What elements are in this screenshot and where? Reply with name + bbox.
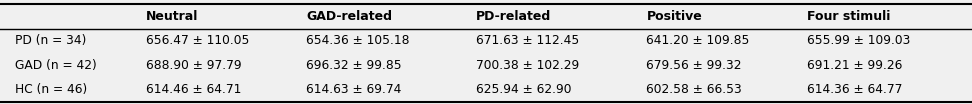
Text: 696.32 ± 99.85: 696.32 ± 99.85 [306, 59, 401, 72]
Text: 614.46 ± 64.71: 614.46 ± 64.71 [146, 83, 241, 96]
Text: 671.63 ± 112.45: 671.63 ± 112.45 [476, 34, 579, 47]
Text: 641.20 ± 109.85: 641.20 ± 109.85 [646, 34, 749, 47]
Text: GAD-related: GAD-related [306, 10, 392, 23]
Text: Four stimuli: Four stimuli [807, 10, 890, 23]
Text: Positive: Positive [646, 10, 702, 23]
Text: 614.36 ± 64.77: 614.36 ± 64.77 [807, 83, 902, 96]
Text: GAD (n = 42): GAD (n = 42) [15, 59, 96, 72]
Text: PD-related: PD-related [476, 10, 551, 23]
Text: 691.21 ± 99.26: 691.21 ± 99.26 [807, 59, 902, 72]
Text: HC (n = 46): HC (n = 46) [15, 83, 87, 96]
Text: 654.36 ± 105.18: 654.36 ± 105.18 [306, 34, 409, 47]
Text: Neutral: Neutral [146, 10, 198, 23]
Text: 656.47 ± 110.05: 656.47 ± 110.05 [146, 34, 249, 47]
Text: 614.63 ± 69.74: 614.63 ± 69.74 [306, 83, 401, 96]
Text: PD (n = 34): PD (n = 34) [15, 34, 86, 47]
Text: 602.58 ± 66.53: 602.58 ± 66.53 [646, 83, 743, 96]
Text: 655.99 ± 109.03: 655.99 ± 109.03 [807, 34, 910, 47]
Text: 688.90 ± 97.79: 688.90 ± 97.79 [146, 59, 241, 72]
Text: 625.94 ± 62.90: 625.94 ± 62.90 [476, 83, 572, 96]
Text: 679.56 ± 99.32: 679.56 ± 99.32 [646, 59, 742, 72]
Text: 700.38 ± 102.29: 700.38 ± 102.29 [476, 59, 579, 72]
